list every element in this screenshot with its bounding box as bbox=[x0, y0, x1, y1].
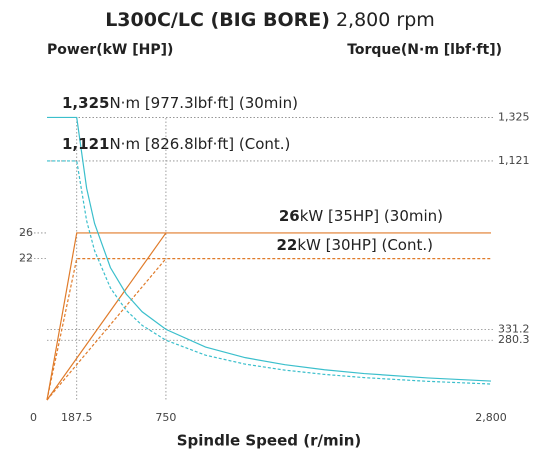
x-tick-label: 187.5 bbox=[61, 411, 93, 424]
series-line bbox=[47, 116, 492, 382]
annotation-value: 1,121 bbox=[62, 135, 109, 153]
x-tick-label: 2,800 bbox=[475, 411, 507, 424]
series-line bbox=[46, 232, 167, 401]
x-tick-label: 0 bbox=[30, 411, 37, 424]
x-axis-label: Spindle Speed (r/min) bbox=[177, 432, 362, 450]
series-line bbox=[46, 232, 491, 401]
annotation-value: 26 bbox=[279, 207, 300, 225]
y-tick-label: 26 bbox=[19, 226, 33, 239]
annotation-text: N·m [826.8lbf·ft] (Cont.) bbox=[109, 135, 290, 153]
series-line bbox=[47, 160, 492, 385]
series-line bbox=[46, 258, 491, 401]
annotation: 1,325N·m [977.3lbf·ft] (30min) bbox=[62, 94, 298, 112]
annotation-text: kW [35HP] (30min) bbox=[300, 207, 443, 225]
annotation-text: kW [30HP] (Cont.) bbox=[297, 236, 433, 254]
y2-tick-label: 280.3 bbox=[498, 333, 530, 346]
series-line bbox=[46, 258, 167, 401]
y2-tick-label: 331.2 bbox=[498, 322, 530, 335]
y2-tick-label: 1,121 bbox=[498, 154, 530, 167]
annotation: 26kW [35HP] (30min) bbox=[279, 207, 443, 225]
title-bold: L300C/LC (BIG BORE) bbox=[105, 9, 330, 31]
annotation: 22kW [30HP] (Cont.) bbox=[276, 236, 433, 254]
annotation-value: 1,325 bbox=[62, 94, 109, 112]
x-tick-label: 750 bbox=[155, 411, 176, 424]
y2-axis-label: Torque(N·m [lbf·ft]) bbox=[347, 42, 502, 58]
title-normal: 2,800 rpm bbox=[336, 9, 435, 31]
chart-title: L300C/LC (BIG BORE) 2,800 rpm bbox=[105, 9, 435, 31]
annotation: 1,121N·m [826.8lbf·ft] (Cont.) bbox=[62, 135, 290, 153]
annotation-value: 22 bbox=[276, 236, 297, 254]
y2-tick-label: 1,325 bbox=[498, 110, 530, 123]
y-tick-label: 22 bbox=[19, 252, 33, 265]
y-axis-label: Power(kW [HP]) bbox=[47, 42, 173, 58]
annotation-text: N·m [977.3lbf·ft] (30min) bbox=[109, 94, 298, 112]
